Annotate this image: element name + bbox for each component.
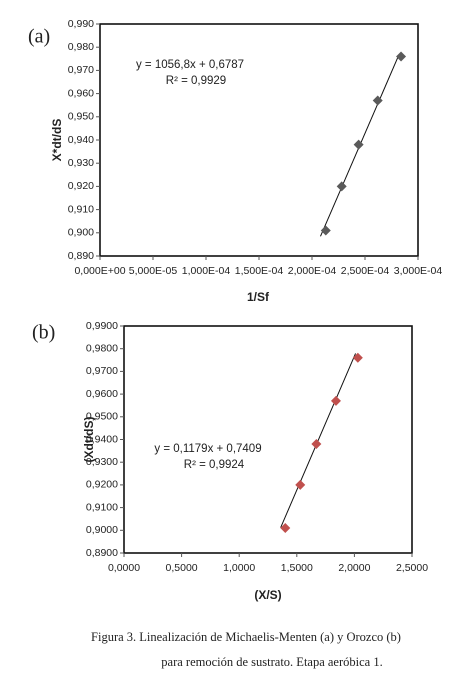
x-tick-label: 5,000E-05 bbox=[129, 265, 178, 277]
y-tick-label: 0,900 bbox=[68, 227, 94, 239]
y-tick-label: 0,890 bbox=[68, 250, 94, 262]
caption-line: para remoción de sustrato. Etapa aeróbic… bbox=[161, 655, 382, 669]
y-tick-label: 0,9100 bbox=[86, 501, 118, 513]
x-tick-label: 2,000E-04 bbox=[288, 265, 337, 277]
x-axis-title: (X/S) bbox=[254, 588, 281, 602]
trendline bbox=[280, 353, 357, 528]
data-point bbox=[280, 523, 291, 534]
data-point bbox=[320, 225, 331, 236]
y-tick-label: 0,9300 bbox=[86, 456, 118, 468]
x-tick-label: 2,0000 bbox=[338, 562, 370, 574]
x-tick-label: 2,5000 bbox=[396, 562, 428, 574]
y-tick-label: 0,9900 bbox=[86, 320, 118, 332]
y-tick-label: 0,910 bbox=[68, 203, 94, 215]
x-tick-label: 3,000E-04 bbox=[394, 265, 443, 277]
data-point bbox=[311, 439, 322, 450]
y-tick-label: 0,9000 bbox=[86, 524, 118, 536]
y-tick-label: 0,930 bbox=[68, 157, 94, 169]
data-point bbox=[295, 479, 306, 490]
r-squared: R² = 0,9929 bbox=[166, 75, 226, 87]
x-tick-label: 1,5000 bbox=[281, 562, 313, 574]
x-tick-label: 0,000E+00 bbox=[74, 265, 125, 277]
y-tick-label: 0,9800 bbox=[86, 342, 118, 354]
x-tick-label: 0,0000 bbox=[108, 562, 140, 574]
y-tick-label: 0,940 bbox=[68, 134, 94, 146]
data-point bbox=[330, 395, 341, 406]
trend-equation: y = 1056,8x + 0,6787 bbox=[136, 59, 244, 71]
panel-label: (a) bbox=[28, 26, 50, 48]
data-point bbox=[336, 181, 347, 192]
y-tick-label: 0,960 bbox=[68, 87, 94, 99]
x-tick-label: 1,0000 bbox=[223, 562, 255, 574]
trend-equation: y = 0,1179x + 0,7409 bbox=[154, 443, 261, 455]
x-axis-title: 1/Sf bbox=[247, 290, 270, 304]
data-point bbox=[396, 51, 407, 62]
y-tick-label: 0,9700 bbox=[86, 365, 118, 377]
y-tick-label: 0,9400 bbox=[86, 433, 118, 445]
y-tick-label: 0,9500 bbox=[86, 411, 118, 423]
data-point bbox=[353, 139, 364, 150]
y-tick-label: 0,8900 bbox=[86, 547, 118, 559]
y-tick-label: 0,970 bbox=[68, 64, 94, 76]
data-point bbox=[372, 95, 383, 106]
y-tick-label: 0,9200 bbox=[86, 479, 118, 491]
y-axis-title: (Xdt/dS) bbox=[82, 417, 96, 463]
x-tick-label: 0,5000 bbox=[166, 562, 198, 574]
x-tick-label: 2,500E-04 bbox=[341, 265, 390, 277]
y-tick-label: 0,990 bbox=[68, 18, 94, 30]
x-tick-label: 1,000E-04 bbox=[182, 265, 231, 277]
plot-frame bbox=[123, 325, 413, 554]
y-axis-title: X*dt/dS bbox=[50, 119, 64, 162]
x-tick-label: 1,500E-04 bbox=[235, 265, 284, 277]
data-point bbox=[352, 352, 363, 363]
panel-label: (b) bbox=[32, 322, 55, 344]
y-tick-label: 0,950 bbox=[68, 111, 94, 123]
y-tick-label: 0,980 bbox=[68, 41, 94, 53]
y-tick-label: 0,9600 bbox=[86, 388, 118, 400]
caption-line: Figura 3. Linealización de Michaelis-Men… bbox=[91, 630, 401, 644]
r-squared: R² = 0,9924 bbox=[184, 459, 245, 471]
y-tick-label: 0,920 bbox=[68, 180, 94, 192]
